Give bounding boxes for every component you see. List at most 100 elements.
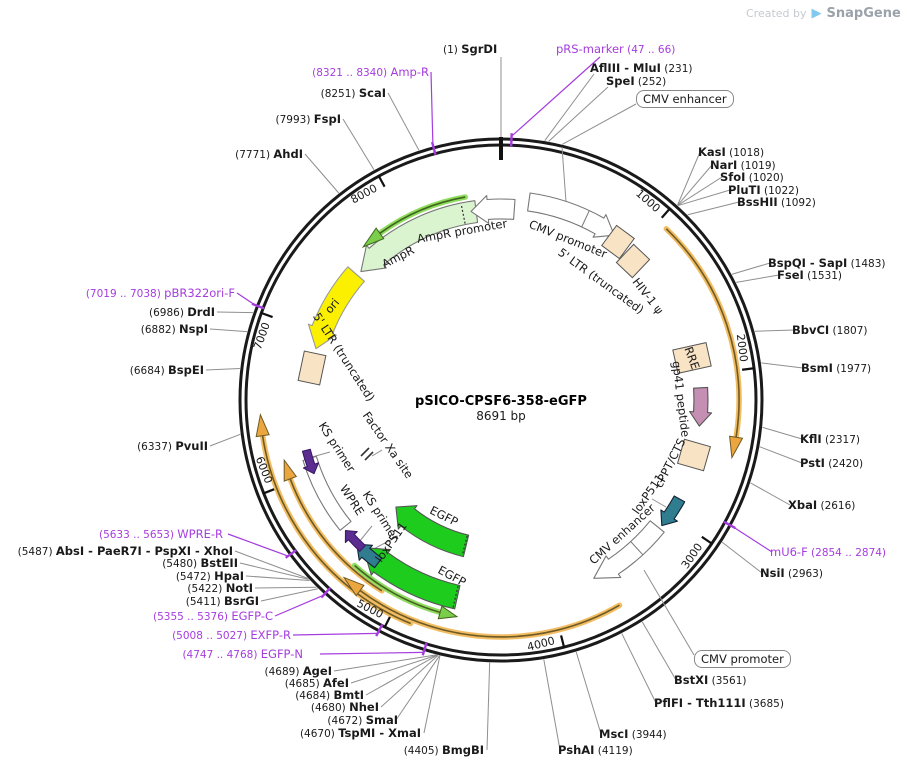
site-label-afei[interactable]: (4685) AfeI <box>285 677 349 691</box>
site-label-bsmi[interactable]: BsmI (1977) <box>801 362 871 376</box>
primer-leader-line <box>319 651 424 655</box>
feature-ampr-promoter-arrow[interactable] <box>470 194 516 224</box>
feature-rre-box[interactable] <box>672 342 712 374</box>
site-pos: (1019) <box>737 160 776 172</box>
feature-cppt-cts-box[interactable] <box>676 438 712 472</box>
site-label-drdi[interactable]: (6986) DrdI <box>149 306 215 320</box>
site-label-bspei[interactable]: (6684) BspEI <box>130 364 204 378</box>
site-label-hpai[interactable]: (5472) HpaI <box>176 570 244 584</box>
site-label-noti[interactable]: (5422) NotI <box>187 582 253 596</box>
site-pos: (6684) <box>129 365 169 377</box>
site-label-bbvci[interactable]: BbvCI (1807) <box>792 324 867 338</box>
plasmid-name: pSICO-CPSF6-358-eGFP <box>415 394 587 409</box>
site-label-nhei[interactable]: (4680) NheI <box>311 701 379 715</box>
site-label-absi-paer7i-pspxi-xhoi[interactable]: (5487) AbsI - PaeR7I - PspXI - XhoI <box>18 545 233 559</box>
primer-leader-line <box>227 533 289 557</box>
site-label-ahdi[interactable]: (7771) AhdI <box>235 148 303 162</box>
site-label-afliii-mlui[interactable]: AflIII - MluI (231) <box>590 62 692 76</box>
primer-pos: (2854 .. 2874) <box>807 547 887 559</box>
site-label-pluti[interactable]: PluTI (1022) <box>728 184 799 198</box>
site-leader-line <box>759 446 803 464</box>
primer-label-egfp-c[interactable]: (5355 .. 5376) EGFP-C <box>153 610 273 624</box>
site-label-tspmi-xmai[interactable]: (4670) TspMI - XmaI <box>300 727 421 741</box>
feature-hiv1-psi-box-2[interactable] <box>615 243 651 279</box>
watermark: Created by ▶ SnapGene <box>746 6 904 21</box>
feature-cmv-promoter-arrow[interactable] <box>527 192 615 238</box>
site-pos: (6337) <box>137 441 176 453</box>
site-name: NheI <box>349 700 379 714</box>
site-label-xbai[interactable]: XbaI (2616) <box>788 499 855 513</box>
site-pos: (4672) <box>327 715 366 727</box>
site-leader-line <box>333 654 437 672</box>
site-label-scai[interactable]: (8251) ScaI <box>321 87 386 101</box>
site-label-nspi[interactable]: (6882) NspI <box>141 323 208 337</box>
site-label-bsrgi[interactable]: (5411) BsrGI <box>186 595 259 609</box>
site-label-bstxi[interactable]: BstXI (3561) <box>674 674 747 688</box>
cmv-enhancer-box-label[interactable]: CMV enhancer <box>636 90 734 108</box>
feature-ori-arrow[interactable] <box>307 266 365 350</box>
site-label-pshai[interactable]: PshAI (4119) <box>558 744 633 758</box>
ampr-orf-arrow-core <box>379 196 466 234</box>
primer-leader-line <box>274 594 324 617</box>
site-label-bmgbi[interactable]: (4405) BmgBI <box>404 744 484 758</box>
site-label-nari[interactable]: NarI (1019) <box>710 159 776 173</box>
orange-arc-left-outer-core <box>261 435 412 625</box>
primer-label-prs-marker[interactable]: pRS-marker (47 .. 66) <box>556 43 675 57</box>
site-label-fspi[interactable]: (7993) FspI <box>276 113 341 127</box>
site-label-bsshii[interactable]: BssHII (1092) <box>737 196 816 210</box>
site-label-pvuii[interactable]: (6337) PvuII <box>137 440 208 454</box>
site-label-psti[interactable]: PstI (2420) <box>800 457 863 471</box>
primer-tick <box>284 549 297 559</box>
site-label-bmti[interactable]: (4684) BmtI <box>295 689 364 703</box>
site-name: AbsI - PaeR7I - PspXI - XhoI <box>55 544 233 558</box>
primer-tick <box>375 623 384 637</box>
site-label-pflfi-tth111i[interactable]: PflFI - Tth111I (3685) <box>654 697 784 711</box>
site-label-spei[interactable]: SpeI (252) <box>606 75 666 89</box>
feature-wpre-band[interactable] <box>302 455 352 531</box>
site-leader-line <box>304 153 340 194</box>
site-pos: (5411) <box>185 596 224 608</box>
feature-ampr-arrow[interactable] <box>360 200 479 273</box>
site-pos: (1) <box>443 44 462 56</box>
site-label-smai[interactable]: (4672) SmaI <box>327 714 398 728</box>
site-leader-line <box>260 588 318 602</box>
feature-egfp-upper-arrow[interactable] <box>395 505 470 558</box>
orange-arc-bottom-core <box>359 589 620 638</box>
site-name: NsiI <box>760 566 785 580</box>
site-pos: (3561) <box>708 675 747 687</box>
feature-gp41-arrow[interactable] <box>689 386 713 427</box>
site-leader-line <box>754 329 795 332</box>
primer-label-exfp-r[interactable]: (5008 .. 5027) EXFP-R <box>172 629 291 643</box>
site-leader-line <box>254 586 317 589</box>
primer-label-mu6f[interactable]: mU6-F (2854 .. 2874) <box>770 546 886 560</box>
site-leader-line <box>677 151 701 206</box>
site-label-fsei[interactable]: FseI (1531) <box>777 269 842 283</box>
site-label-kasi[interactable]: KasI (1018) <box>698 146 764 160</box>
feature-ks-primer-lower[interactable] <box>344 529 366 552</box>
site-leader-line <box>387 92 420 151</box>
site-leader-line <box>677 164 713 206</box>
primer-label-amp-r[interactable]: (8321 .. 8340) Amp-R <box>312 66 429 80</box>
feature-cmv-enhancer-arrow[interactable] <box>593 520 665 579</box>
site-label-bsteii[interactable]: (5480) BstEII <box>162 557 238 571</box>
feature-loxp511-right-arrow[interactable] <box>660 495 686 527</box>
primer-label-egfp-n[interactable]: (4747 .. 4768) EGFP-N <box>182 648 303 662</box>
site-label-kfli[interactable]: KflI (2317) <box>800 433 860 447</box>
primer-label-pbr322ori-f[interactable]: (7019 .. 7038) pBR322ori-F <box>86 287 235 301</box>
site-label-nsii[interactable]: NsiI (2963) <box>760 567 823 581</box>
site-label-bspqi-sapi[interactable]: BspQI - SapI (1483) <box>768 257 886 271</box>
primer-tick <box>430 141 437 155</box>
primer-name: EGFP-C <box>231 609 273 623</box>
primer-label-wpre-r[interactable]: (5633 .. 5653) WPRE-R <box>99 528 223 542</box>
feature-ks-primer-upper[interactable] <box>301 448 320 475</box>
feature-hiv1-psi-box-1[interactable] <box>601 224 635 260</box>
site-name: AfeI <box>323 676 349 690</box>
site-label-sgrdi[interactable]: (1) SgrDI <box>443 43 497 57</box>
leader-line <box>371 449 383 457</box>
site-label-msci[interactable]: MscI (3944) <box>599 728 667 742</box>
cmv-promoter-box-label[interactable]: CMV promoter <box>694 650 791 668</box>
feature-5ltr-left-box[interactable] <box>297 350 327 386</box>
site-label-sfoi[interactable]: SfoI (1020) <box>720 171 784 185</box>
site-name: AhdI <box>273 147 303 161</box>
site-label-agei[interactable]: (4689) AgeI <box>265 665 332 679</box>
